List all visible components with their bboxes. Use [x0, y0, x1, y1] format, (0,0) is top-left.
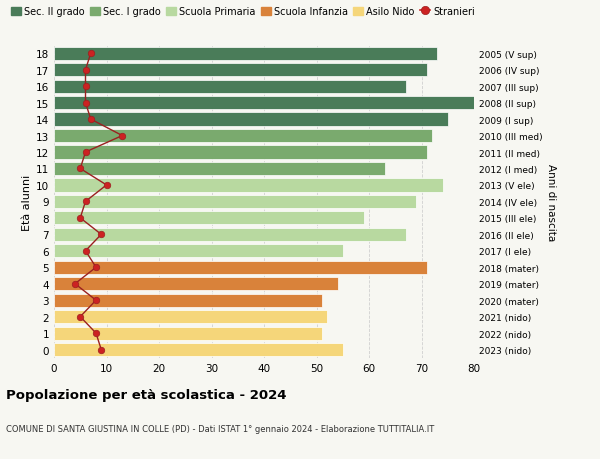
Bar: [54, 228, 406, 241]
Legend: Sec. II grado, Sec. I grado, Scuola Primaria, Scuola Infanzia, Asilo Nido, Stran: Sec. II grado, Sec. I grado, Scuola Prim…: [11, 7, 475, 17]
Bar: [54, 162, 385, 176]
Point: [86, 116, 95, 123]
Point: [91, 297, 101, 304]
Point: [80, 198, 91, 206]
Text: COMUNE DI SANTA GIUSTINA IN COLLE (PD) - Dati ISTAT 1° gennaio 2024 - Elaborazio: COMUNE DI SANTA GIUSTINA IN COLLE (PD) -…: [6, 425, 434, 434]
Point: [80, 67, 91, 74]
Point: [80, 247, 91, 255]
Point: [76, 165, 85, 173]
Bar: [54, 278, 337, 291]
Bar: [54, 113, 448, 126]
Y-axis label: Anni di nascita: Anni di nascita: [547, 163, 556, 241]
Bar: [54, 327, 322, 340]
Bar: [54, 179, 443, 192]
Bar: [54, 130, 432, 143]
Bar: [54, 80, 406, 94]
Text: Popolazione per età scolastica - 2024: Popolazione per età scolastica - 2024: [6, 388, 287, 401]
Point: [118, 133, 127, 140]
Point: [76, 215, 85, 222]
Point: [80, 149, 91, 157]
Point: [80, 100, 91, 107]
Point: [86, 50, 95, 58]
Bar: [54, 196, 416, 208]
Point: [80, 83, 91, 90]
Bar: [54, 146, 427, 159]
Bar: [54, 212, 364, 225]
Point: [76, 313, 85, 321]
Bar: [54, 343, 343, 356]
Point: [91, 264, 101, 271]
Bar: [54, 97, 474, 110]
Bar: [54, 310, 327, 324]
Y-axis label: Età alunni: Età alunni: [22, 174, 32, 230]
Point: [91, 330, 101, 337]
Point: [102, 182, 112, 189]
Bar: [54, 294, 322, 307]
Bar: [54, 48, 437, 61]
Point: [97, 231, 106, 239]
Bar: [54, 245, 343, 258]
Point: [97, 346, 106, 353]
Bar: [54, 261, 427, 274]
Bar: [54, 64, 427, 77]
Point: [70, 280, 80, 288]
